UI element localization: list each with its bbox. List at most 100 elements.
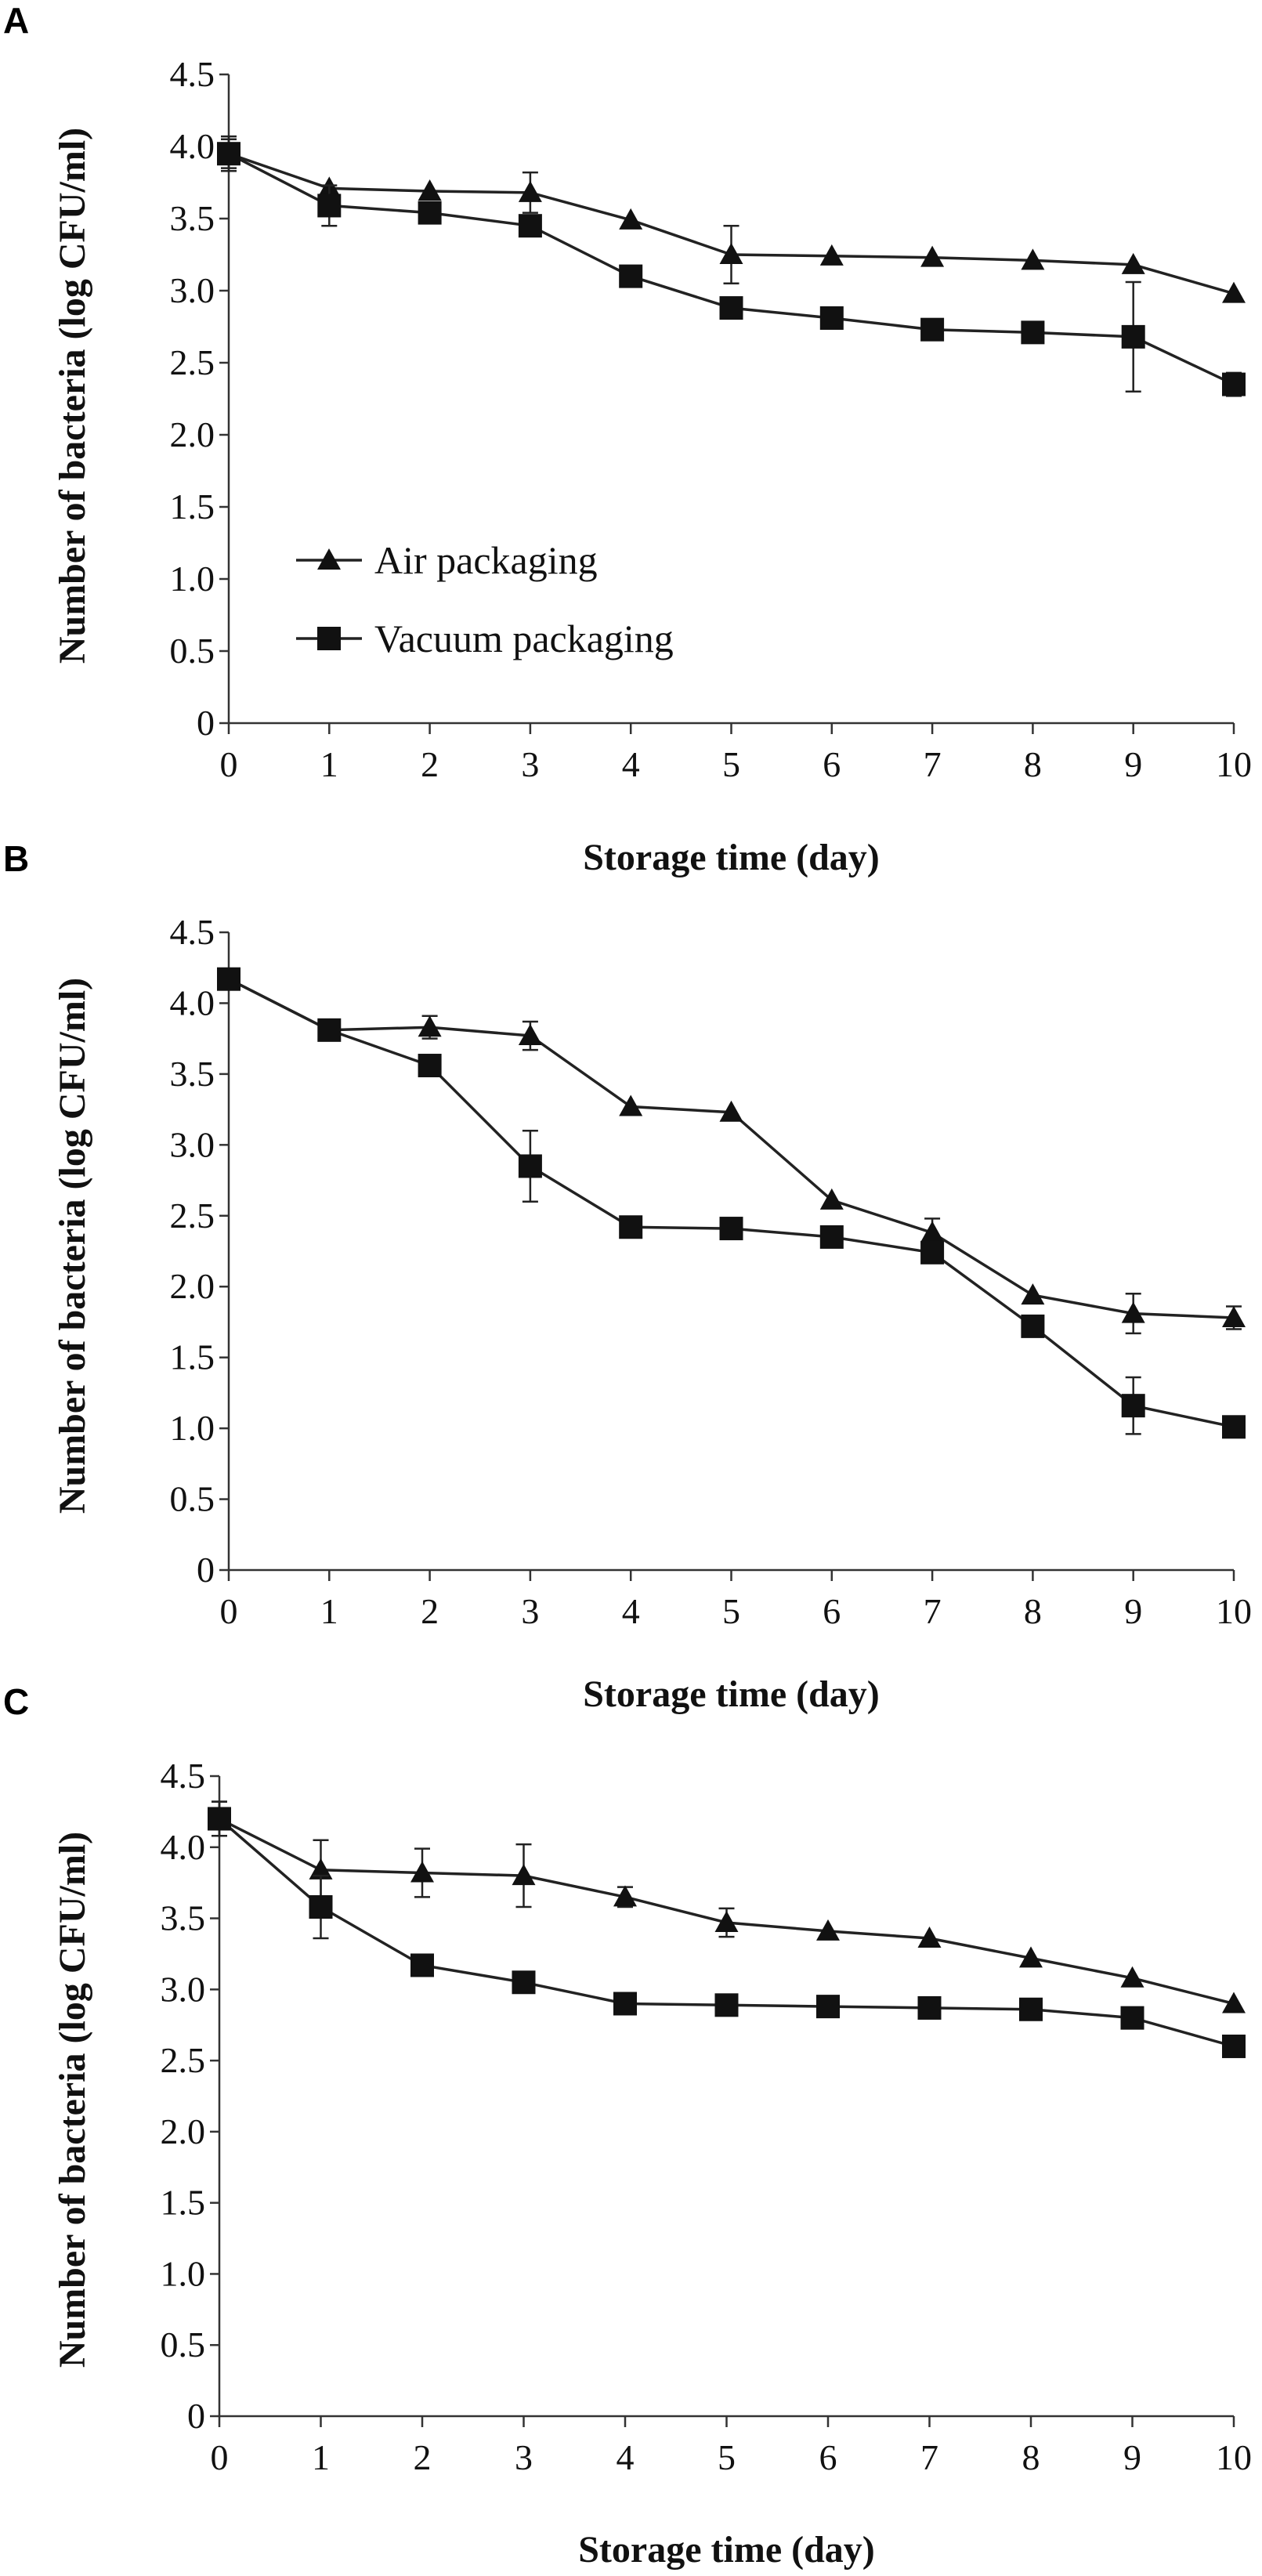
series-line bbox=[228, 978, 1235, 1319]
x-tick-label: 10 bbox=[1216, 2437, 1252, 2477]
x-tick-label: 7 bbox=[920, 2437, 938, 2477]
panel-a: A 0 0.5 1.0 1.5 2.0 2.5 3.0 3.5 4.0 4.5 0 1 2 3 4 5 6 7 8 9 1… bbox=[3, 0, 1252, 878]
square-marker bbox=[418, 201, 442, 225]
x-tick-label: 5 bbox=[722, 744, 740, 784]
y-tick-label: 3.0 bbox=[170, 1124, 215, 1164]
y-tick-label: 2.5 bbox=[170, 342, 215, 382]
panel-label: A bbox=[3, 0, 29, 41]
square-marker bbox=[1222, 372, 1246, 396]
square-marker bbox=[619, 1215, 643, 1239]
panel-c: C 0 0.5 1.0 1.5 2.0 2.5 3.0 3.5 4.0 4.5 0 1 2 3 4 5 6 7 8 9 1… bbox=[3, 1681, 1252, 2571]
triangle-marker bbox=[917, 1926, 942, 1948]
y-tick-label: 0 bbox=[197, 1550, 215, 1590]
square-marker bbox=[518, 214, 542, 238]
x-tick-label: 2 bbox=[421, 744, 439, 784]
square-marker bbox=[208, 1807, 231, 1831]
y-tick-label: 4.5 bbox=[170, 54, 215, 94]
triangle-marker bbox=[719, 243, 743, 264]
triangle-marker bbox=[1021, 1283, 1045, 1305]
square-marker bbox=[1121, 1394, 1145, 1418]
series-vacuum-packaging bbox=[217, 967, 1246, 1439]
y-tick-label: 0.5 bbox=[170, 1479, 215, 1519]
y-tick-label: 3.5 bbox=[161, 1898, 206, 1938]
triangle-marker bbox=[1222, 1306, 1246, 1328]
y-tick-label: 4.0 bbox=[170, 126, 215, 166]
x-tick-label: 9 bbox=[1123, 2437, 1141, 2477]
x-axis-label: Storage time (day) bbox=[578, 2529, 875, 2571]
y-tick-label: 0.5 bbox=[170, 631, 215, 671]
triangle-marker bbox=[309, 1858, 333, 1880]
y-axis-label: Number of bacteria (log CFU/ml) bbox=[52, 1832, 93, 2368]
y-tick-label: 0 bbox=[197, 703, 215, 743]
y-tick-label: 1.0 bbox=[170, 559, 215, 599]
triangle-marker bbox=[619, 1094, 643, 1116]
x-tick-label: 3 bbox=[521, 1591, 539, 1631]
square-marker bbox=[1222, 2034, 1246, 2058]
square-marker bbox=[819, 306, 844, 330]
series-vacuum-packaging bbox=[217, 135, 1246, 397]
triangle-marker bbox=[410, 1861, 434, 1883]
series-vacuum-packaging bbox=[208, 1800, 1246, 2058]
square-marker bbox=[317, 1018, 342, 1042]
y-tick-label: 3.0 bbox=[170, 270, 215, 310]
triangle-marker bbox=[1019, 1946, 1043, 1968]
x-tick-label: 0 bbox=[220, 744, 238, 784]
triangle-marker bbox=[512, 1864, 536, 1886]
y-tick-label: 3.5 bbox=[170, 198, 215, 238]
triangle-marker bbox=[819, 244, 844, 266]
panel-label: B bbox=[3, 838, 29, 879]
triangle-marker bbox=[518, 180, 542, 202]
square-marker bbox=[816, 1995, 840, 2019]
y-axis-label: Number of bacteria (log CFU/ml) bbox=[52, 978, 93, 1514]
x-tick-label: 1 bbox=[320, 1591, 338, 1631]
x-tick-label: 7 bbox=[924, 744, 942, 784]
series-air-packaging bbox=[217, 138, 1246, 303]
legend: Air packaging Vacuum packaging bbox=[296, 538, 674, 660]
square-marker bbox=[512, 1970, 536, 1995]
y-tick-label: 1.0 bbox=[170, 1408, 215, 1448]
x-tick-label: 10 bbox=[1216, 744, 1252, 784]
y-tick-label: 2.5 bbox=[170, 1196, 215, 1236]
x-axis-label: Storage time (day) bbox=[583, 1673, 880, 1715]
x-tick-label: 9 bbox=[1124, 1591, 1142, 1631]
x-axis-label: Storage time (day) bbox=[583, 837, 880, 878]
x-tick-label: 3 bbox=[515, 2437, 533, 2477]
y-tick-label: 1.5 bbox=[170, 1337, 215, 1377]
x-tick-label: 1 bbox=[312, 2437, 330, 2477]
x-tick-label: 4 bbox=[622, 744, 640, 784]
x-tick-label: 6 bbox=[819, 2437, 837, 2477]
triangle-marker bbox=[613, 1885, 637, 1907]
square-marker bbox=[619, 264, 643, 288]
x-tick-label: 6 bbox=[823, 1591, 841, 1631]
y-tick-label: 2.5 bbox=[161, 2040, 206, 2080]
triangle-marker bbox=[418, 179, 442, 201]
y-tick-label: 0.5 bbox=[161, 2325, 206, 2364]
square-marker bbox=[317, 194, 342, 218]
legend-label: Vacuum packaging bbox=[374, 617, 674, 660]
triangle-marker bbox=[619, 208, 643, 230]
y-axis-label: Number of bacteria (log CFU/ml) bbox=[52, 128, 93, 664]
triangle-marker bbox=[1121, 1301, 1145, 1323]
y-tick-label: 2.0 bbox=[161, 2111, 206, 2151]
square-marker bbox=[920, 1240, 945, 1264]
legend-square-marker bbox=[317, 627, 341, 650]
x-tick-label: 8 bbox=[1024, 1591, 1042, 1631]
square-marker bbox=[920, 317, 945, 342]
square-marker bbox=[1021, 1314, 1045, 1338]
square-marker bbox=[819, 1225, 844, 1249]
square-marker bbox=[518, 1154, 542, 1178]
square-marker bbox=[1222, 1415, 1246, 1439]
y-tick-label: 3.5 bbox=[170, 1054, 215, 1094]
y-tick-label: 2.0 bbox=[170, 414, 215, 454]
square-marker bbox=[217, 142, 240, 166]
square-marker bbox=[719, 1217, 743, 1241]
panel-b: B 0 0.5 1.0 1.5 2.0 2.5 3.0 3.5 4.0 4.5 0 1 2 3 4 5 6 7 8 9 1… bbox=[3, 838, 1252, 1715]
square-marker bbox=[1019, 1997, 1043, 2021]
y-tick-label: 4.5 bbox=[170, 912, 215, 952]
x-tick-label: 2 bbox=[414, 2437, 432, 2477]
square-marker bbox=[217, 967, 240, 991]
series-line bbox=[228, 978, 1235, 1429]
x-tick-label: 3 bbox=[521, 744, 539, 784]
square-marker bbox=[1120, 2006, 1144, 2030]
